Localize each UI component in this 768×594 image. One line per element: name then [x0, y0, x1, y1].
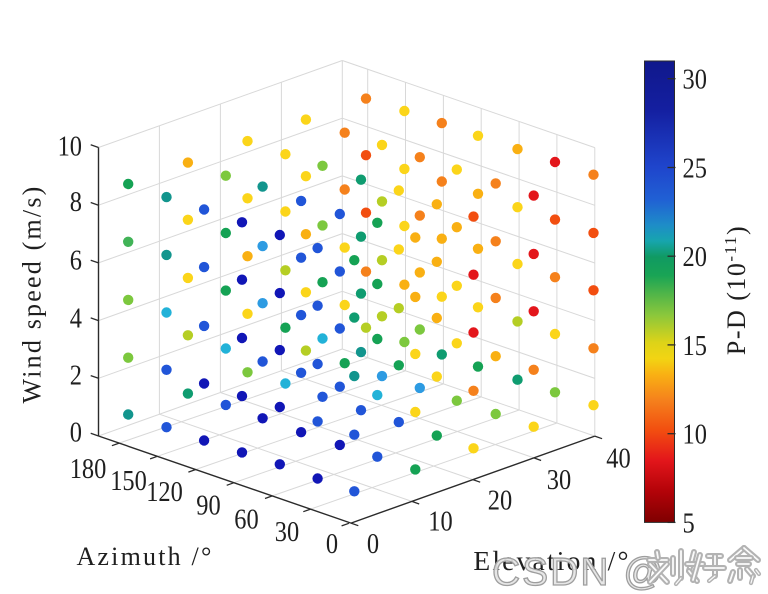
svg-text:Azimuth /°: Azimuth /° — [76, 542, 213, 571]
svg-text:20: 20 — [488, 485, 512, 516]
svg-text:CSDN @: CSDN @ — [492, 551, 665, 594]
svg-text:Elevation /°: Elevation /° — [473, 545, 630, 576]
svg-text:5: 5 — [683, 508, 695, 539]
svg-text:120: 120 — [146, 477, 183, 508]
svg-text:15: 15 — [683, 331, 707, 362]
svg-text:30: 30 — [683, 65, 707, 96]
svg-text:0: 0 — [326, 529, 338, 560]
svg-text:4: 4 — [70, 304, 82, 335]
svg-text:40: 40 — [606, 444, 630, 475]
svg-text:Wind speed (m/s): Wind speed (m/s) — [18, 184, 47, 403]
svg-text:10: 10 — [428, 507, 452, 538]
svg-text:2: 2 — [70, 360, 82, 391]
svg-text:180: 180 — [70, 454, 107, 485]
svg-text:0: 0 — [367, 529, 379, 560]
svg-text:20: 20 — [683, 242, 707, 273]
svg-text:10: 10 — [683, 420, 707, 451]
svg-text:60: 60 — [234, 505, 258, 536]
svg-text:6: 6 — [70, 245, 82, 276]
svg-text:10: 10 — [58, 131, 82, 162]
svg-text:30: 30 — [275, 517, 299, 548]
svg-text:30: 30 — [547, 465, 571, 496]
svg-text:150: 150 — [110, 466, 147, 497]
svg-text:90: 90 — [196, 491, 220, 522]
svg-text:25: 25 — [683, 154, 707, 185]
svg-text:8: 8 — [70, 187, 82, 218]
svg-text:0: 0 — [70, 418, 82, 449]
